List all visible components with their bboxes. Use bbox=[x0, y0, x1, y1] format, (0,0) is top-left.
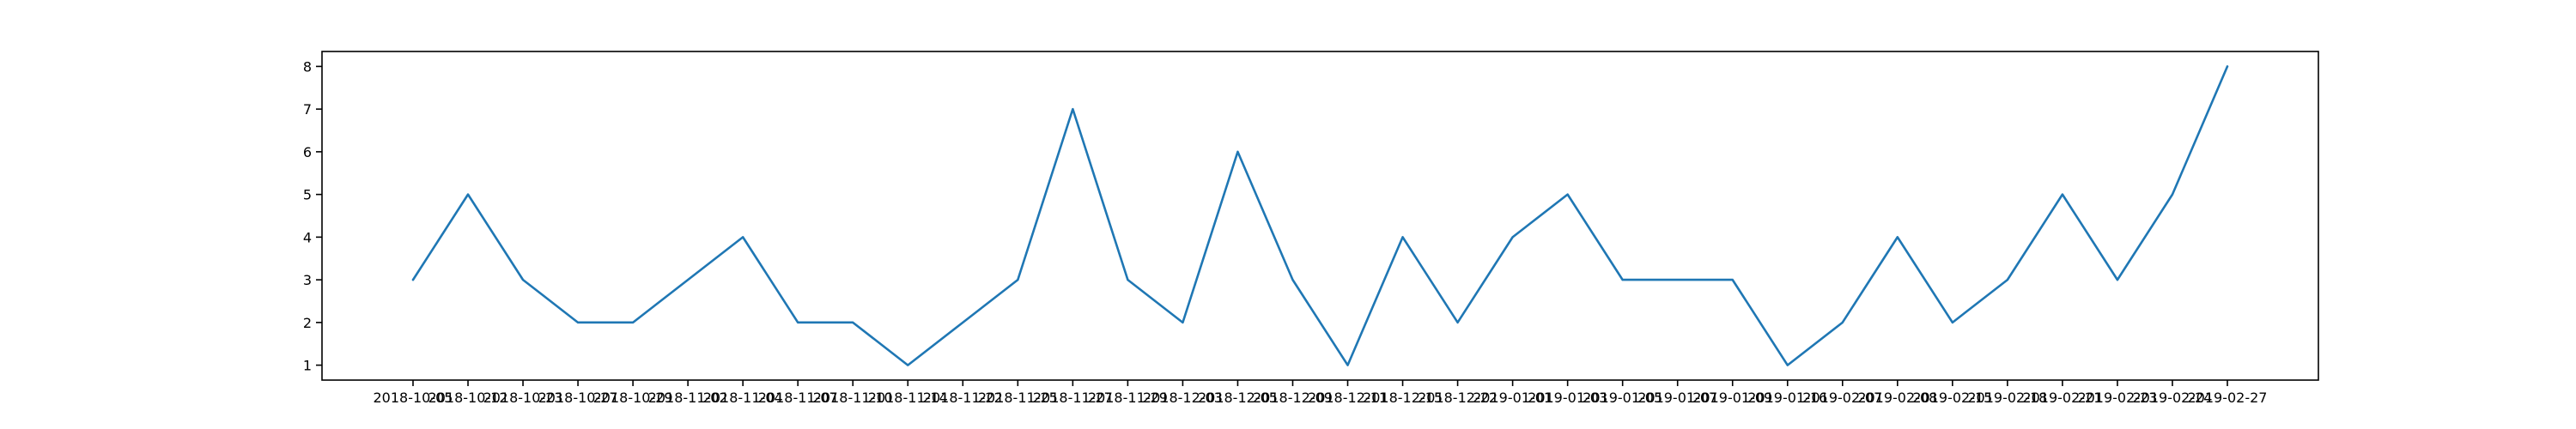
y-tick-label: 7 bbox=[303, 101, 312, 118]
x-tick-label: 2019-02-18 bbox=[1967, 390, 2047, 406]
x-tick-label: 2018-10-29 bbox=[593, 390, 673, 406]
x-tick-label: 2018-12-09 bbox=[1253, 390, 1333, 406]
x-tick-label: 2019-02-24 bbox=[2132, 390, 2212, 406]
x-tick-label: 2018-10-12 bbox=[428, 390, 508, 406]
y-tick-label: 2 bbox=[303, 315, 312, 331]
x-tick-label: 2018-11-25 bbox=[978, 390, 1058, 406]
x-tick-label: 2018-12-11 bbox=[1308, 390, 1388, 406]
x-tick-label: 2018-10-27 bbox=[538, 390, 618, 406]
x-tick-label: 2019-01-05 bbox=[1583, 390, 1662, 406]
x-tick-label: 2019-01-16 bbox=[1747, 390, 1827, 406]
x-tick-label: 2018-11-07 bbox=[758, 390, 838, 406]
x-tick-label: 2018-12-05 bbox=[1198, 390, 1278, 406]
x-tick-label: 2018-12-22 bbox=[1418, 390, 1498, 406]
x-tick-label: 2019-01-07 bbox=[1637, 390, 1717, 406]
y-tick-label: 3 bbox=[303, 272, 312, 288]
x-tick-label: 2018-11-22 bbox=[923, 390, 1003, 406]
y-tick-label: 4 bbox=[303, 229, 312, 245]
y-tick-label: 1 bbox=[303, 358, 312, 374]
x-tick-label: 2018-12-03 bbox=[1143, 390, 1223, 406]
x-tick-label: 2019-01-01 bbox=[1473, 390, 1552, 406]
x-tick-label: 2018-11-02 bbox=[648, 390, 728, 406]
x-tick-label: 2019-01-03 bbox=[1528, 390, 1607, 406]
series-line bbox=[411, 65, 2229, 366]
x-tick-label: 2018-10-05 bbox=[374, 390, 453, 406]
y-tick-label: 8 bbox=[303, 58, 312, 75]
x-tick-label: 2018-11-10 bbox=[813, 390, 893, 406]
x-tick-label: 2019-02-07 bbox=[1802, 390, 1882, 406]
x-tick-label: 2018-11-29 bbox=[1088, 390, 1168, 406]
x-tick-label: 2019-02-08 bbox=[1857, 390, 1937, 406]
x-tick-label: 2018-10-23 bbox=[483, 390, 563, 406]
x-tick-label: 2019-02-21 bbox=[2022, 390, 2102, 406]
x-tick-label: 2019-01-09 bbox=[1692, 390, 1772, 406]
axes-frame bbox=[321, 51, 2319, 381]
plot-area: 123456782018-10-052018-10-122018-10-2320… bbox=[303, 51, 2319, 406]
x-tick-label: 2018-11-14 bbox=[868, 390, 948, 406]
x-tick-label: 2018-11-04 bbox=[703, 390, 783, 406]
x-tick-label: 2019-02-27 bbox=[2188, 390, 2268, 406]
y-tick-label: 6 bbox=[303, 144, 312, 160]
y-tick-label: 5 bbox=[303, 187, 312, 203]
x-tick-label: 2018-12-15 bbox=[1363, 390, 1443, 406]
x-tick-label: 2019-02-15 bbox=[1912, 390, 1992, 406]
x-tick-label: 2019-02-23 bbox=[2077, 390, 2157, 406]
x-tick-label: 2018-11-27 bbox=[1033, 390, 1113, 406]
